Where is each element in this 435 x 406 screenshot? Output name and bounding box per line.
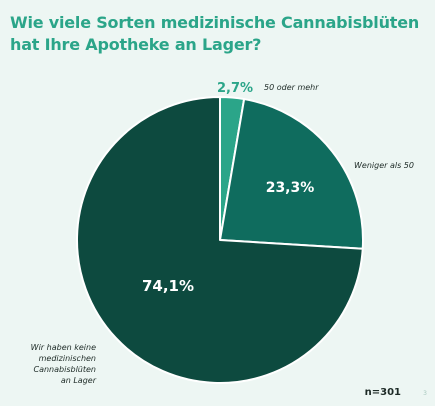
sample-size: n=301 <box>364 387 401 398</box>
pie-slices <box>76 96 364 384</box>
pct-label-weniger-als-50: 23,3% <box>266 180 315 196</box>
category-label-50-oder-mehr: 50 oder mehr <box>264 83 319 92</box>
pie-slice-weniger-als-50 <box>219 98 364 250</box>
category-label-keine-an-lager: Wir haben keine medizinischen Cannabisblüt… <box>31 343 97 385</box>
pie-slice-keine-an-lager <box>76 96 364 384</box>
pie-labels: 2,7% 50 oder mehr 23,3% Weniger als 50 74,1%… <box>31 81 414 385</box>
pct-label-keine-an-lager: 74,1% <box>142 277 194 295</box>
page-number: 3 <box>423 390 427 397</box>
chart-title: Wie viele Sorten medizinische Cannabisbl… <box>10 12 420 56</box>
chart-title-line-2: hat Ihre Apotheke an Lager? <box>10 35 262 54</box>
pct-label-50-oder-mehr: 2,7% <box>217 81 253 96</box>
chart-title-line-1: Wie viele Sorten medizinische Cannabisbl… <box>10 13 420 32</box>
category-label-weniger-als-50: Weniger als 50 <box>354 161 414 170</box>
